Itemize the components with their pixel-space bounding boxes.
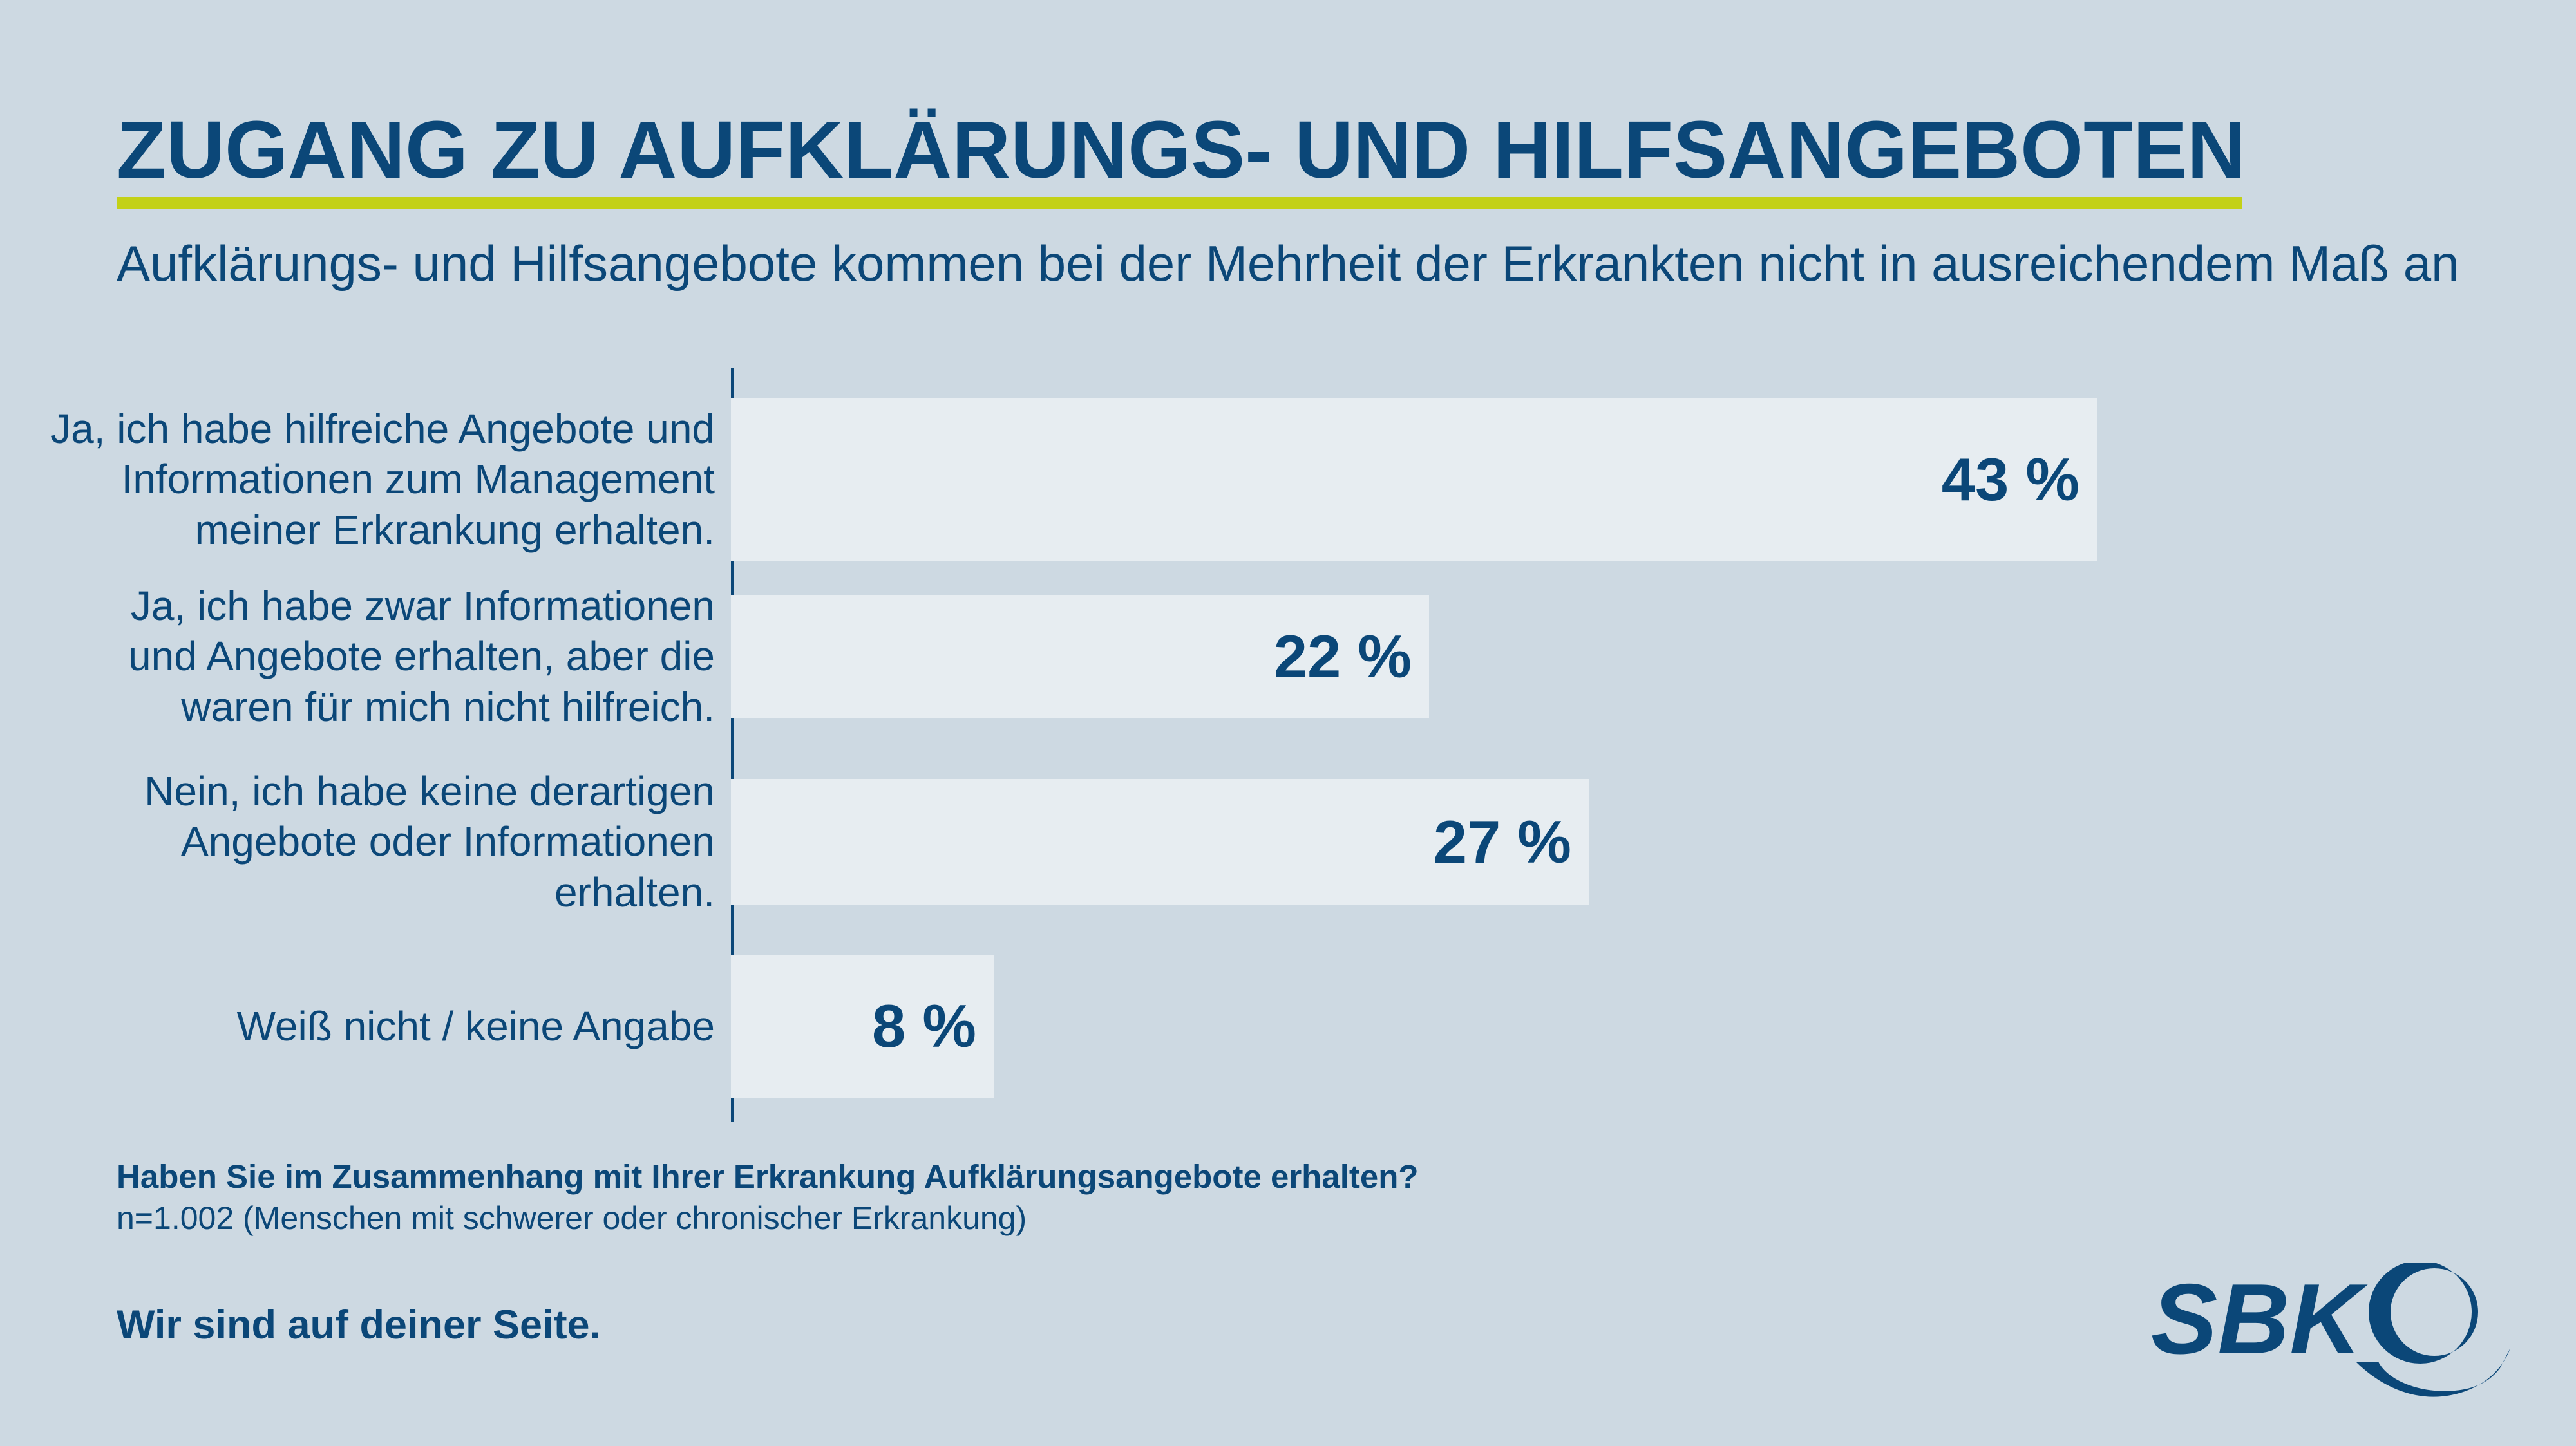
svg-text:SBK: SBK (2151, 1263, 2368, 1375)
